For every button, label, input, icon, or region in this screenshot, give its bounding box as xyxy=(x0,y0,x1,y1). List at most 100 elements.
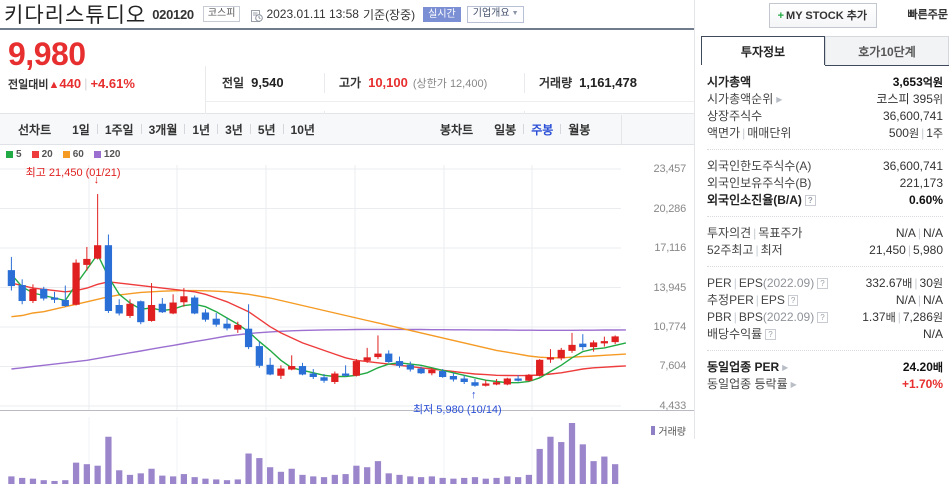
y-axis-tick-label: 7,604 xyxy=(659,360,686,372)
panel-row-value: 332.67배|30원 xyxy=(866,275,943,293)
help-icon[interactable]: ? xyxy=(817,312,827,323)
line-period-3개월[interactable]: 3개월 xyxy=(142,121,185,138)
volume-bar xyxy=(612,464,618,484)
candle xyxy=(504,379,510,384)
volume-bar xyxy=(515,477,521,484)
help-icon[interactable]: ? xyxy=(817,278,827,289)
stock-code: 020120 xyxy=(152,7,194,22)
volume-bar xyxy=(8,476,14,484)
volume-bar xyxy=(483,479,489,484)
panel-row-label[interactable]: 시가총액순위▶ xyxy=(707,91,782,109)
candle xyxy=(245,329,251,346)
plus-icon: + xyxy=(778,10,784,22)
panel-row-label[interactable]: 동일업종 PER▶ xyxy=(707,359,788,377)
value-text: N/A xyxy=(896,226,916,240)
panel-row-label: 배당수익률? xyxy=(707,326,776,343)
panel-row-value: 36,600,741 xyxy=(883,158,943,175)
volume-plot: 거래량 xyxy=(0,417,694,484)
add-my-stock-button[interactable]: +MY STOCK 추가 xyxy=(769,3,877,28)
quote-basis: 기준(장중) xyxy=(363,6,415,23)
value-unit: 억원 xyxy=(923,77,943,89)
volume-bar xyxy=(127,475,133,484)
help-icon[interactable]: ? xyxy=(788,295,798,306)
line-period-1일[interactable]: 1일 xyxy=(65,121,97,138)
divider: | xyxy=(734,276,737,290)
candle-period-일봉[interactable]: 일봉 xyxy=(487,121,523,138)
candle xyxy=(19,286,25,301)
panel-row-label: 52주최고|최저 xyxy=(707,242,783,259)
value-unit: 배 xyxy=(902,278,912,290)
divider: | xyxy=(914,276,917,290)
volume-bar xyxy=(569,423,575,484)
high-label: 고가 xyxy=(339,74,361,91)
volume-bar xyxy=(278,472,284,484)
fast-order-link[interactable]: 빠른주문 xyxy=(908,6,948,22)
legend-label: 5 xyxy=(16,149,22,160)
panel-row: 동일업종 PER▶24.20배 xyxy=(707,359,943,376)
candle xyxy=(590,343,596,347)
high-annotation: 최고 21,450 (01/21) xyxy=(26,164,121,180)
label-date: (2022.09) xyxy=(763,310,814,324)
realtime-badge[interactable]: 실시간 xyxy=(423,7,461,22)
candle-period-주봉[interactable]: 주봉 xyxy=(524,121,560,138)
divider: | xyxy=(908,243,911,257)
panel-tab-0[interactable]: 투자정보 xyxy=(701,36,825,65)
panel-tab-1[interactable]: 호가10단계 xyxy=(825,36,949,65)
line-period-3년[interactable]: 3년 xyxy=(218,121,250,138)
candle xyxy=(396,362,402,366)
value-text-2: N/A xyxy=(923,226,943,240)
label-text: 외국인보유주식수(B) xyxy=(707,176,811,190)
help-icon[interactable]: ? xyxy=(805,195,816,206)
volume-bar xyxy=(375,461,381,484)
panel-row-value: 0.60% xyxy=(909,192,943,209)
line-chart-title: 선차트 xyxy=(18,121,51,138)
volume-bar xyxy=(224,480,230,484)
company-name: 키다리스튜디오 xyxy=(4,0,146,29)
candle xyxy=(450,377,456,379)
candle xyxy=(8,271,14,286)
candle xyxy=(386,354,392,361)
y-axis-tick-label: 17,116 xyxy=(654,242,686,254)
volume-legend: 거래량 xyxy=(651,423,686,438)
candle xyxy=(375,354,381,356)
volume-bar xyxy=(332,475,338,484)
line-period-10년[interactable]: 10년 xyxy=(284,121,322,138)
line-period-1주일[interactable]: 1주일 xyxy=(98,121,141,138)
value-text: 500 xyxy=(889,126,909,140)
panel-row-label: 추정PER|EPS? xyxy=(707,292,798,309)
candle xyxy=(332,374,338,381)
panel-row-value: 500원|1주 xyxy=(889,125,943,143)
candle xyxy=(267,365,273,374)
candle xyxy=(612,337,618,342)
candle xyxy=(73,263,79,304)
help-icon[interactable]: ? xyxy=(765,329,775,340)
volume-bar xyxy=(537,449,543,484)
line-period-5년[interactable]: 5년 xyxy=(251,121,283,138)
candle xyxy=(364,358,370,360)
volume-bar xyxy=(202,479,208,484)
line-period-1년[interactable]: 1년 xyxy=(185,121,217,138)
y-axis-tick-label: 10,774 xyxy=(654,321,686,333)
volume-bar xyxy=(342,474,348,484)
panel-row-label[interactable]: 동일업종 등락률▶ xyxy=(707,376,797,394)
panel-row-value: N/A|N/A xyxy=(896,225,943,242)
divider: | xyxy=(742,126,745,140)
candle xyxy=(515,379,521,380)
candle-period-월봉[interactable]: 월봉 xyxy=(561,121,597,138)
panel-row-label: 액면가|매매단위 xyxy=(707,125,791,142)
candle xyxy=(418,369,424,373)
candle xyxy=(159,304,165,311)
company-overview-dropdown[interactable]: 기업개요▼ xyxy=(467,6,524,23)
divider: | xyxy=(734,310,737,324)
panel-row-label: 외국인소진율(B/A)? xyxy=(707,192,816,209)
volume-bar xyxy=(504,476,510,484)
